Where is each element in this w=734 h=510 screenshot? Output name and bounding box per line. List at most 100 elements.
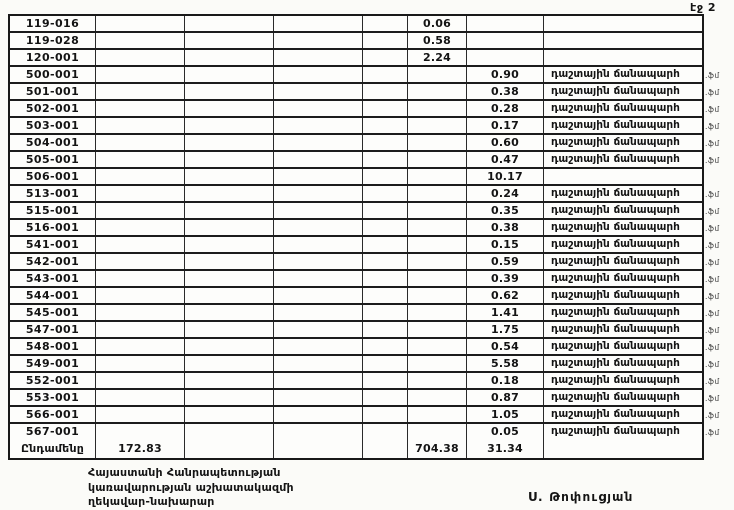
note-cell: դաշտային ճանապարհ <box>551 272 680 284</box>
note-cell: դաշտային ճանապարհ <box>551 153 680 165</box>
empty-cell <box>274 169 363 184</box>
empty-cell <box>274 441 363 458</box>
value-a-cell <box>408 220 467 235</box>
empty-cell <box>363 288 408 303</box>
empty-cell <box>274 407 363 422</box>
empty-cell <box>96 50 185 65</box>
value-a-cell <box>408 322 467 337</box>
table-row: 541-001 0.15 դաշտային ճանապարհ <box>10 237 702 254</box>
value-b-cell: 0.17 <box>467 118 544 133</box>
empty-cell <box>363 186 408 201</box>
empty-cell <box>274 16 363 31</box>
table-row: 545-001 1.41 դաշտային ճանապարհ <box>10 305 702 322</box>
empty-cell <box>363 271 408 286</box>
table-row: 544-001 0.62 դաշտային ճանապարհ <box>10 288 702 305</box>
empty-cell <box>96 356 185 371</box>
page-number-label: էջ 2 <box>690 1 716 14</box>
note-cell <box>544 50 702 65</box>
code-cell: 541-001 <box>10 237 96 252</box>
empty-cell <box>363 203 408 218</box>
code-cell: 500-001 <box>10 67 96 82</box>
code-cell: 503-001 <box>10 118 96 133</box>
value-b-cell: 0.62 <box>467 288 544 303</box>
note-cell: դաշտային ճանապարհ <box>551 119 680 131</box>
value-b-cell: 1.75 <box>467 322 544 337</box>
empty-cell <box>96 118 185 133</box>
code-cell: 566-001 <box>10 407 96 422</box>
org-title-line: ղեկավար-նախարար <box>88 495 215 508</box>
value-b-cell: 0.87 <box>467 390 544 405</box>
empty-cell <box>185 135 274 150</box>
empty-cell <box>96 135 185 150</box>
empty-cell <box>185 237 274 252</box>
margin-mark: .ֆմ <box>705 343 720 352</box>
margin-mark: .ֆմ <box>705 105 720 114</box>
note-cell: դաշտային ճանապարհ <box>551 340 680 352</box>
signatory-name: Ս. Թոփուցյան <box>528 490 634 504</box>
margin-mark: .ֆմ <box>705 258 720 267</box>
org-name-line-2: կառավարության աշխատակազմի <box>88 480 294 494</box>
empty-cell <box>96 390 185 405</box>
empty-cell <box>185 203 274 218</box>
margin-mark <box>705 169 733 186</box>
note-cell: դաշտային ճանապարհ <box>551 357 680 369</box>
margin-mark: .ֆմ <box>705 428 720 437</box>
margin-mark: .ֆմ <box>705 88 720 97</box>
value-b-cell: 0.15 <box>467 237 544 252</box>
code-cell: 502-001 <box>10 101 96 116</box>
empty-cell <box>274 271 363 286</box>
empty-cell <box>363 339 408 354</box>
empty-cell <box>96 169 185 184</box>
table-row: 567-001 0.05 դաշտային ճանապարհ <box>10 424 702 441</box>
empty-cell <box>96 339 185 354</box>
empty-cell <box>274 305 363 320</box>
note-cell: դաշտային ճանապարհ <box>551 221 680 233</box>
empty-cell <box>363 16 408 31</box>
empty-cell <box>274 67 363 82</box>
empty-cell <box>274 186 363 201</box>
margin-mark <box>705 33 733 50</box>
table-row: 120-001 2.24 <box>10 50 702 67</box>
margin-mark: .ֆմ <box>705 190 720 199</box>
code-cell: 547-001 <box>10 322 96 337</box>
empty-cell <box>363 441 408 458</box>
empty-cell <box>274 135 363 150</box>
table-row: 543-001 0.39 դաշտային ճանապարհ <box>10 271 702 288</box>
code-cell: 549-001 <box>10 356 96 371</box>
value-a-cell <box>408 118 467 133</box>
empty-cell <box>96 186 185 201</box>
total-row: Ընդամենը 172.83 704.38 31.34 <box>10 441 702 458</box>
empty-cell <box>363 237 408 252</box>
org-name-line-1: Հայաստանի Հանրապետության <box>88 466 281 479</box>
value-a-cell <box>408 373 467 388</box>
empty-cell <box>363 254 408 269</box>
empty-cell <box>274 322 363 337</box>
empty-cell <box>363 373 408 388</box>
total-area-cell: 172.83 <box>96 441 185 458</box>
code-cell: 119-028 <box>10 33 96 48</box>
empty-cell <box>185 407 274 422</box>
empty-cell <box>274 288 363 303</box>
empty-cell <box>274 50 363 65</box>
value-b-cell: 0.24 <box>467 186 544 201</box>
empty-cell <box>96 237 185 252</box>
empty-cell <box>363 407 408 422</box>
empty-cell <box>274 33 363 48</box>
empty-cell <box>185 271 274 286</box>
code-cell: 567-001 <box>10 424 96 441</box>
value-a-cell <box>408 169 467 184</box>
empty-cell <box>96 254 185 269</box>
value-a-cell <box>408 339 467 354</box>
empty-cell <box>96 220 185 235</box>
value-a-cell <box>408 254 467 269</box>
empty-cell <box>363 424 408 441</box>
code-cell: 505-001 <box>10 152 96 167</box>
note-cell: դաշտային ճանապարհ <box>551 323 680 335</box>
note-cell: դաշտային ճանապարհ <box>551 68 680 80</box>
margin-mark <box>705 16 733 33</box>
empty-cell <box>274 84 363 99</box>
empty-cell <box>363 33 408 48</box>
table-row: 502-001 0.28 դաշտային ճանապարհ <box>10 101 702 118</box>
total-value-b-cell: 31.34 <box>467 441 544 458</box>
empty-cell <box>96 424 185 441</box>
